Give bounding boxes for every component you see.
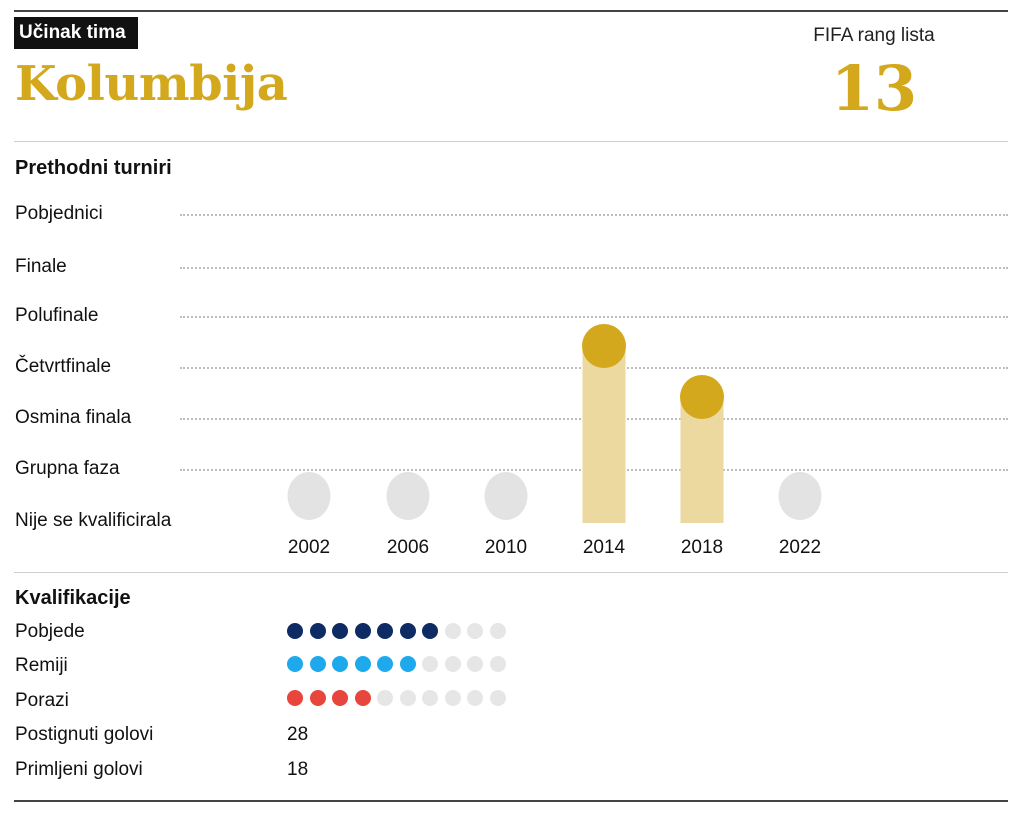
stage-label: Grupna faza [15,458,120,479]
filled-dot [399,656,416,672]
stage-gridline [180,316,1008,318]
section-kicker: Učinak tima [14,17,138,49]
filled-dot [377,623,393,639]
qualifiers-title: Kvalifikacije [15,587,131,609]
not-qualified-marker [778,472,822,520]
year-tick-label: 2018 [681,537,723,558]
empty-dot [467,623,483,639]
empty-dot [399,690,416,706]
tournaments-title: Prethodni turniri [15,157,172,179]
empty-dot [489,656,506,672]
tournaments-chart: 2002 2006 2010 2014 2018 2022 [287,324,822,558]
filled-dot [309,656,326,672]
goals-scored-label: Postignuti golovi [15,724,154,745]
chart-divider [14,572,1008,573]
stage-label: Četvrtfinale [15,356,112,377]
bottom-rule [14,800,1008,802]
empty-dot [467,690,483,706]
filled-dot [309,690,326,706]
losses-dots [287,690,506,706]
top-rule [14,10,1008,12]
filled-dot [332,623,348,639]
filled-dot [332,690,348,706]
year-tick-label: 2002 [288,537,330,558]
result-marker [582,324,626,368]
result-bar [582,346,626,523]
goals-conceded-label: Primljeni golovi [15,759,143,780]
empty-dot [444,623,461,639]
draws-dots [287,656,506,672]
not-qualified-marker [287,472,331,520]
empty-dot [422,656,438,672]
filled-dot [422,623,438,639]
fifa-rank-value: 13 [830,52,918,125]
stage-label: Osmina finala [15,407,132,428]
year-tick-label: 2010 [485,537,527,558]
stage-label: Pobjednici [15,203,103,224]
stage-gridline [180,214,1008,216]
draws-label: Remiji [15,655,68,676]
filled-dot [377,656,393,672]
filled-dot [332,656,348,672]
year-tick-label: 2022 [779,537,821,558]
empty-dot [444,690,461,706]
year-tick-label: 2014 [583,537,626,558]
stage-label: Nije se kvalificirala [15,510,172,531]
losses-label: Porazi [15,690,69,711]
empty-dot [467,656,483,672]
year-tick-label: 2006 [387,537,429,558]
filled-dot [287,656,303,672]
filled-dot [287,623,303,639]
fifa-rank-label: FIFA rang lista [813,25,935,46]
not-qualified-marker [386,472,430,520]
stage-label: Finale [15,256,67,277]
filled-dot [354,623,371,639]
empty-dot [489,623,506,639]
empty-dot [489,690,506,706]
header-divider [14,141,1008,142]
filled-dot [354,656,371,672]
filled-dot [399,623,416,639]
stage-gridline [180,267,1008,269]
wins-label: Pobjede [15,621,85,642]
goals-scored-value: 28 [287,724,309,745]
filled-dot [309,623,326,639]
filled-dot [287,690,303,706]
filled-dot [354,690,371,706]
not-qualified-marker [484,472,528,520]
empty-dot [377,690,393,706]
wins-dots [287,623,506,639]
goals-conceded-value: 18 [287,759,309,780]
team-name: Kolumbija [15,56,288,112]
empty-dot [422,690,438,706]
empty-dot [444,656,461,672]
result-marker [680,375,724,419]
stage-label: Polufinale [15,305,99,326]
